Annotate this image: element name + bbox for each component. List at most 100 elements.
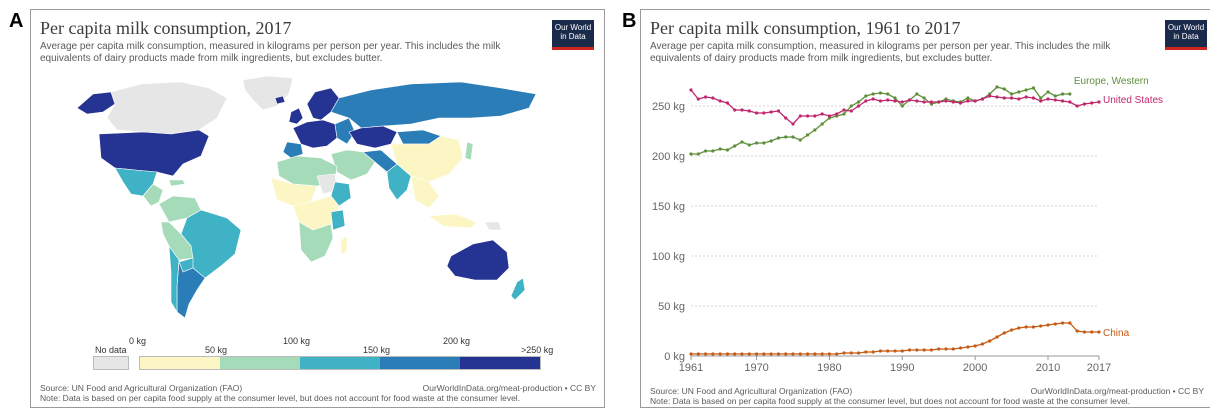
- data-point-united-states[interactable]: [769, 110, 773, 114]
- data-point-united-states[interactable]: [995, 95, 999, 99]
- owid-logo[interactable]: Our World in Data: [1165, 20, 1207, 50]
- data-point-china[interactable]: [776, 352, 781, 356]
- data-point-china[interactable]: [1090, 330, 1094, 334]
- data-point-europe-western[interactable]: [966, 96, 970, 100]
- data-point-united-states[interactable]: [711, 96, 715, 100]
- data-point-china[interactable]: [813, 352, 817, 356]
- data-point-united-states[interactable]: [1053, 98, 1057, 102]
- data-point-europe-western[interactable]: [725, 148, 730, 152]
- series-line-europe-western[interactable]: [691, 86, 1070, 155]
- data-point-united-states[interactable]: [856, 104, 861, 108]
- data-point-united-states[interactable]: [951, 100, 955, 104]
- data-point-china[interactable]: [754, 352, 759, 356]
- data-point-united-states[interactable]: [849, 109, 853, 113]
- data-point-europe-western[interactable]: [842, 112, 846, 116]
- data-point-china[interactable]: [747, 352, 751, 356]
- map-url[interactable]: OurWorldInData.org/meat-production • CC …: [422, 383, 596, 393]
- data-point-china[interactable]: [718, 352, 722, 356]
- data-point-europe-western[interactable]: [886, 92, 890, 96]
- data-point-europe-western[interactable]: [813, 128, 817, 132]
- data-point-europe-western[interactable]: [871, 92, 875, 96]
- data-point-china[interactable]: [1017, 326, 1021, 330]
- data-point-europe-western[interactable]: [1031, 86, 1036, 90]
- map-region-iceland[interactable]: [274, 95, 286, 105]
- map-region-kenya-tanzania[interactable]: [330, 209, 346, 231]
- data-point-united-states[interactable]: [1039, 99, 1043, 103]
- data-point-europe-western[interactable]: [1060, 92, 1065, 96]
- data-point-china[interactable]: [893, 349, 897, 353]
- data-point-united-states[interactable]: [798, 114, 802, 118]
- data-point-china[interactable]: [711, 352, 715, 356]
- data-point-united-states[interactable]: [988, 94, 992, 98]
- data-point-united-states[interactable]: [944, 99, 948, 103]
- data-point-europe-western[interactable]: [878, 91, 883, 95]
- data-point-china[interactable]: [1097, 330, 1101, 334]
- data-point-europe-western[interactable]: [995, 85, 999, 89]
- data-point-china[interactable]: [878, 349, 883, 353]
- map-region-uk-ireland[interactable]: [288, 107, 304, 125]
- data-point-united-states[interactable]: [980, 97, 985, 101]
- data-point-china[interactable]: [1024, 325, 1028, 329]
- data-point-united-states[interactable]: [893, 99, 897, 103]
- line-chart-url[interactable]: OurWorldInData.org/meat-production • CC …: [1030, 386, 1204, 396]
- data-point-united-states[interactable]: [718, 99, 722, 103]
- data-point-europe-western[interactable]: [784, 135, 788, 139]
- map-region-alaska[interactable]: [76, 91, 116, 115]
- data-point-europe-western[interactable]: [754, 141, 759, 145]
- data-point-china[interactable]: [1046, 323, 1050, 327]
- data-point-china[interactable]: [1060, 321, 1065, 325]
- data-point-china[interactable]: [842, 351, 846, 355]
- data-point-china[interactable]: [820, 352, 824, 356]
- data-point-europe-western[interactable]: [703, 149, 708, 153]
- data-point-china[interactable]: [915, 348, 919, 352]
- data-point-united-states[interactable]: [1090, 101, 1094, 105]
- data-point-united-states[interactable]: [1024, 95, 1028, 99]
- data-point-china[interactable]: [733, 352, 737, 356]
- data-point-united-states[interactable]: [871, 97, 875, 101]
- data-point-china[interactable]: [784, 352, 788, 356]
- map-region-png[interactable]: [484, 221, 502, 231]
- world-map[interactable]: [31, 72, 604, 332]
- data-point-china[interactable]: [769, 352, 773, 356]
- data-point-china[interactable]: [1002, 331, 1006, 335]
- data-point-europe-western[interactable]: [733, 144, 737, 148]
- data-point-china[interactable]: [980, 342, 985, 346]
- data-point-united-states[interactable]: [966, 99, 970, 103]
- data-point-china[interactable]: [988, 339, 992, 343]
- data-point-europe-western[interactable]: [849, 104, 853, 108]
- map-region-australia[interactable]: [446, 239, 510, 281]
- data-point-china[interactable]: [944, 347, 948, 351]
- data-point-united-states[interactable]: [689, 88, 693, 92]
- data-point-united-states[interactable]: [900, 100, 904, 104]
- map-region-kazakhstan[interactable]: [348, 125, 398, 149]
- data-point-europe-western[interactable]: [1002, 87, 1006, 91]
- data-point-china[interactable]: [849, 351, 853, 355]
- data-point-china[interactable]: [725, 352, 730, 356]
- map-region-southeast-asia[interactable]: [410, 175, 440, 209]
- data-point-united-states[interactable]: [915, 99, 919, 103]
- data-point-united-states[interactable]: [958, 101, 963, 105]
- data-point-europe-western[interactable]: [689, 152, 693, 156]
- data-point-united-states[interactable]: [1082, 102, 1087, 106]
- map-region-iberia[interactable]: [282, 141, 304, 159]
- map-region-southern-africa[interactable]: [298, 221, 334, 263]
- data-point-united-states[interactable]: [886, 98, 890, 102]
- data-point-united-states[interactable]: [696, 97, 700, 101]
- owid-logo[interactable]: Our World in Data: [552, 20, 594, 50]
- data-point-united-states[interactable]: [813, 114, 817, 118]
- map-region-eastern-europe[interactable]: [334, 117, 356, 145]
- data-point-europe-western[interactable]: [1024, 88, 1028, 92]
- data-point-united-states[interactable]: [703, 95, 708, 99]
- data-point-europe-western[interactable]: [1009, 92, 1014, 96]
- data-point-united-states[interactable]: [733, 108, 737, 112]
- map-region-japan[interactable]: [464, 141, 474, 161]
- data-point-china[interactable]: [922, 348, 926, 352]
- data-point-united-states[interactable]: [784, 116, 788, 120]
- data-point-united-states[interactable]: [937, 100, 941, 104]
- data-point-united-states[interactable]: [740, 108, 744, 112]
- map-region-horn-of-africa[interactable]: [330, 181, 352, 207]
- data-point-united-states[interactable]: [907, 98, 912, 102]
- data-point-united-states[interactable]: [1009, 96, 1014, 100]
- data-point-china[interactable]: [689, 352, 693, 356]
